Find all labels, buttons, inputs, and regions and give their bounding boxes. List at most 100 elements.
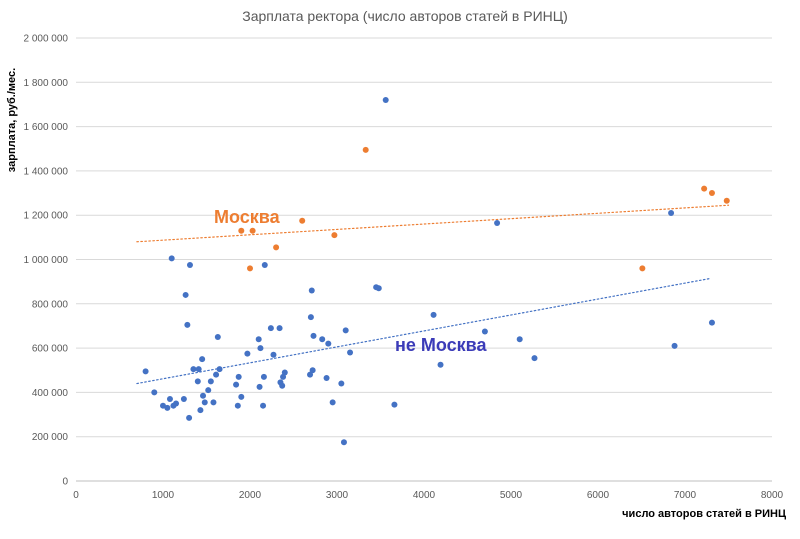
data-point — [255, 336, 262, 343]
data-point — [639, 265, 646, 272]
data-point — [164, 404, 171, 411]
data-point — [166, 396, 173, 403]
x-tick-label: 6000 — [587, 490, 610, 501]
data-point — [342, 327, 349, 334]
trendline — [136, 277, 712, 385]
data-point — [375, 285, 382, 292]
data-point — [235, 373, 242, 380]
x-tick-label: 4000 — [413, 490, 436, 501]
data-point — [186, 262, 193, 269]
trendline — [136, 204, 730, 243]
data-point — [238, 227, 245, 234]
data-point — [307, 314, 314, 321]
x-tick-label: 2000 — [239, 490, 262, 501]
data-point — [142, 368, 149, 375]
x-tick-label: 3000 — [326, 490, 349, 501]
data-point — [516, 336, 523, 343]
y-tick-label: 1 000 000 — [24, 255, 69, 266]
annotation-not-moscow: не Москва — [395, 335, 487, 355]
data-point — [244, 350, 251, 357]
y-tick-label: 1 200 000 — [24, 211, 69, 222]
data-point — [190, 366, 197, 373]
data-point — [238, 393, 245, 400]
chart-title: Зарплата ректора (число авторов статей в… — [242, 8, 568, 24]
y-axis-label: зарплата, руб./мес. — [6, 68, 18, 172]
data-point — [168, 255, 175, 262]
data-point — [362, 146, 369, 153]
data-point — [233, 381, 240, 388]
data-point — [308, 287, 315, 294]
y-tick-label: 800 000 — [32, 299, 69, 310]
data-point — [481, 328, 488, 335]
data-point — [249, 227, 256, 234]
data-point — [276, 325, 283, 332]
x-tick-label: 0 — [73, 490, 79, 501]
data-point — [323, 375, 330, 382]
data-point — [207, 378, 214, 385]
data-point — [531, 355, 538, 362]
data-point — [180, 396, 187, 403]
data-point — [194, 378, 201, 385]
data-point — [668, 209, 675, 216]
data-point — [170, 402, 177, 409]
data-point — [200, 392, 207, 399]
data-point — [186, 414, 193, 421]
y-tick-label: 1 800 000 — [24, 78, 69, 89]
data-point — [279, 382, 286, 389]
y-tick-label: 600 000 — [32, 344, 69, 355]
data-point — [708, 319, 715, 326]
data-point — [199, 356, 206, 363]
data-point — [708, 190, 715, 197]
data-point — [391, 401, 398, 408]
x-tick-label: 7000 — [674, 490, 697, 501]
x-tick-label: 1000 — [152, 490, 175, 501]
data-point — [195, 366, 202, 373]
data-point — [267, 325, 274, 332]
data-point — [210, 399, 217, 406]
data-point — [331, 232, 338, 239]
y-tick-label: 2 000 000 — [24, 34, 69, 45]
data-point — [347, 349, 354, 356]
data-point — [494, 219, 501, 226]
data-points — [142, 97, 730, 446]
data-point — [299, 217, 306, 224]
data-point — [201, 399, 208, 406]
data-point — [256, 383, 263, 390]
x-axis-label: число авторов статей в РИНЦ — [622, 508, 786, 520]
data-point — [182, 291, 189, 298]
data-point — [307, 371, 314, 378]
data-point — [257, 345, 264, 352]
y-tick-label: 1 600 000 — [24, 122, 69, 133]
data-point — [261, 262, 268, 269]
data-point — [437, 361, 444, 368]
data-point — [234, 402, 241, 409]
data-point — [325, 340, 332, 347]
data-point — [216, 366, 223, 373]
data-point — [723, 197, 730, 204]
data-point — [329, 399, 336, 406]
data-point — [197, 407, 204, 414]
gridlines — [76, 37, 772, 438]
axes: 0 200 000 400 000 600 000 800 000 1 000 000 1 … — [24, 34, 784, 502]
data-point — [205, 387, 212, 394]
data-point — [260, 373, 267, 380]
data-point — [260, 402, 267, 409]
data-point — [213, 371, 220, 378]
data-point — [309, 367, 316, 374]
data-point — [701, 185, 708, 192]
trendlines — [136, 204, 730, 385]
y-tick-label: 1 400 000 — [24, 166, 69, 177]
y-tick-label: 0 — [62, 477, 68, 488]
data-point — [671, 342, 678, 349]
data-point — [382, 97, 389, 104]
data-point — [281, 369, 288, 376]
data-point — [273, 244, 280, 251]
x-tick-label: 5000 — [500, 490, 523, 501]
annotation-moscow: Москва — [214, 207, 281, 227]
data-point — [338, 380, 345, 387]
data-point — [319, 336, 326, 343]
data-point — [247, 265, 253, 272]
data-point — [270, 351, 277, 358]
data-point — [340, 439, 347, 446]
